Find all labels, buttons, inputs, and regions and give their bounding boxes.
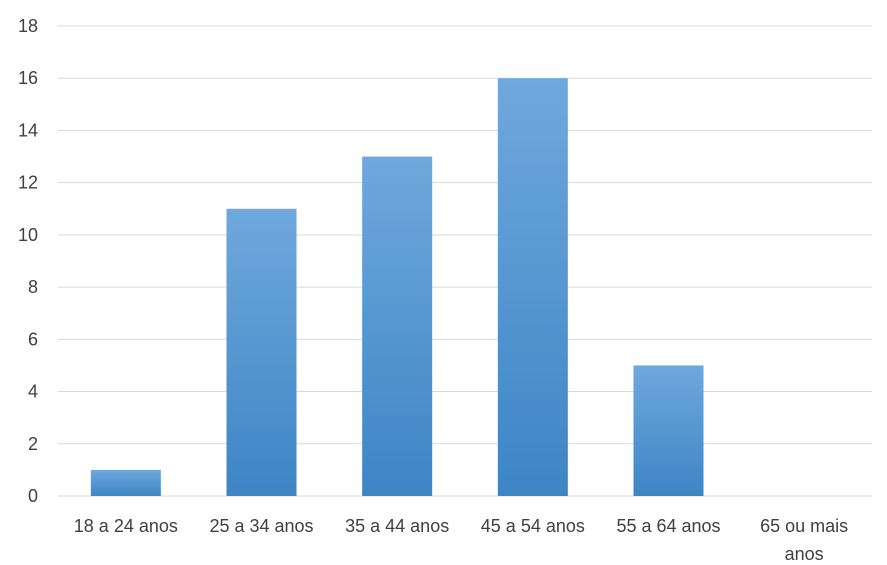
y-tick-label: 8	[28, 277, 38, 297]
x-tick-label-line: 65 ou mais	[760, 516, 848, 536]
y-tick-label: 14	[18, 120, 38, 140]
x-tick-label: 55 a 64 anos	[616, 516, 720, 536]
bars	[90, 78, 704, 497]
x-axis-labels: 18 a 24 anos 25 a 34 anos 35 a 44 anos 45 a…	[74, 516, 848, 564]
y-tick-label: 16	[18, 68, 38, 88]
x-tick-label-line: 18 a 24 anos	[74, 516, 178, 536]
y-tick-label: 0	[28, 486, 38, 506]
x-tick-label: 65 ou mais anos	[760, 516, 848, 564]
x-tick-label-line: 35 a 44 anos	[345, 516, 449, 536]
x-tick-label-line: anos	[785, 544, 824, 564]
x-tick-label: 35 a 44 anos	[345, 516, 449, 536]
gridlines	[58, 25, 872, 497]
y-tick-label: 2	[28, 434, 38, 454]
bar	[633, 365, 704, 496]
x-tick-label-line: 55 a 64 anos	[616, 516, 720, 536]
x-tick-label-line: 45 a 54 anos	[481, 516, 585, 536]
x-tick-label: 25 a 34 anos	[209, 516, 313, 536]
y-tick-label: 18	[18, 16, 38, 36]
y-axis-ticks: 0 2 4 6 8 10 12 14 16 18	[18, 16, 38, 506]
y-tick-label: 10	[18, 225, 38, 245]
bar	[90, 469, 161, 496]
bar	[497, 78, 568, 496]
y-tick-label: 4	[28, 382, 38, 402]
x-tick-label-line: 25 a 34 anos	[209, 516, 313, 536]
y-tick-label: 12	[18, 173, 38, 193]
x-tick-label: 45 a 54 anos	[481, 516, 585, 536]
x-tick-label: 18 a 24 anos	[74, 516, 178, 536]
y-tick-label: 6	[28, 329, 38, 349]
bar	[226, 208, 297, 496]
bar	[362, 156, 433, 497]
